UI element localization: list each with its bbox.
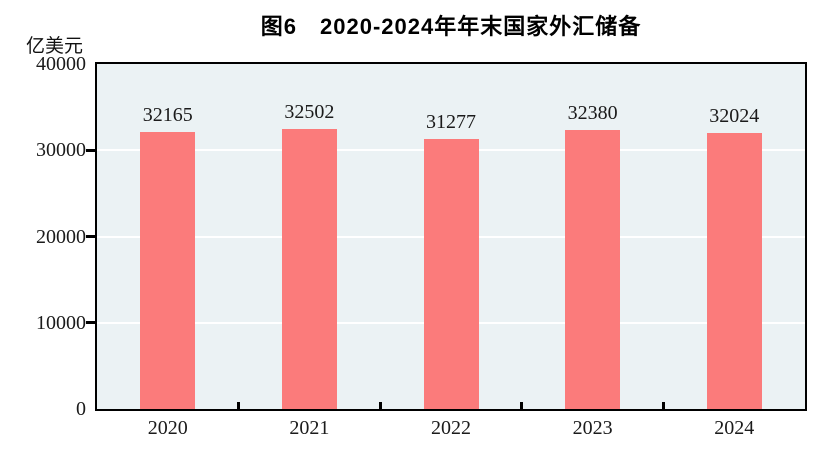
bar-2024 xyxy=(706,132,762,409)
bar-2022 xyxy=(423,139,479,409)
bar-value-label-2021: 32502 xyxy=(284,100,335,123)
x-axis-tick-2 xyxy=(378,402,382,409)
y-axis-tick-20000 xyxy=(86,235,95,238)
x-axis-label-2024: 2024 xyxy=(714,417,755,439)
x-axis-label-2023: 2023 xyxy=(572,417,613,439)
plot-area: 32165 32502 31277 32380 32024 xyxy=(95,62,807,411)
x-axis-label-2022: 2022 xyxy=(431,417,471,439)
bar-value-label-2022: 31277 xyxy=(426,111,476,134)
bar-value-label-2024: 32024 xyxy=(709,104,760,127)
y-axis-tick-10000 xyxy=(86,321,95,325)
x-axis-tick-3 xyxy=(520,402,524,409)
bar-2020 xyxy=(140,131,196,409)
chart-title: 图6 2020-2024年年末国家外汇储备 xyxy=(260,14,642,39)
bar-2023 xyxy=(565,129,621,409)
y-axis-label-0: 0 xyxy=(76,398,86,420)
x-axis-tick-4 xyxy=(661,402,665,409)
x-axis-tick-1 xyxy=(237,402,241,409)
y-axis-label-10000: 10000 xyxy=(36,311,86,334)
bar-2021 xyxy=(281,128,337,409)
bar-value-label-2020: 32165 xyxy=(142,103,193,126)
y-axis-label-20000: 20000 xyxy=(36,225,86,248)
bar-value-label-2023: 32380 xyxy=(567,101,618,124)
x-axis-label-2021: 2021 xyxy=(289,417,330,439)
y-axis-unit-label: 亿美元 xyxy=(26,36,84,57)
y-axis-label-30000: 30000 xyxy=(36,139,86,162)
x-axis-label-2020: 2020 xyxy=(147,417,188,439)
y-axis-label-40000: 40000 xyxy=(36,53,86,75)
y-axis-tick-30000 xyxy=(86,148,95,152)
